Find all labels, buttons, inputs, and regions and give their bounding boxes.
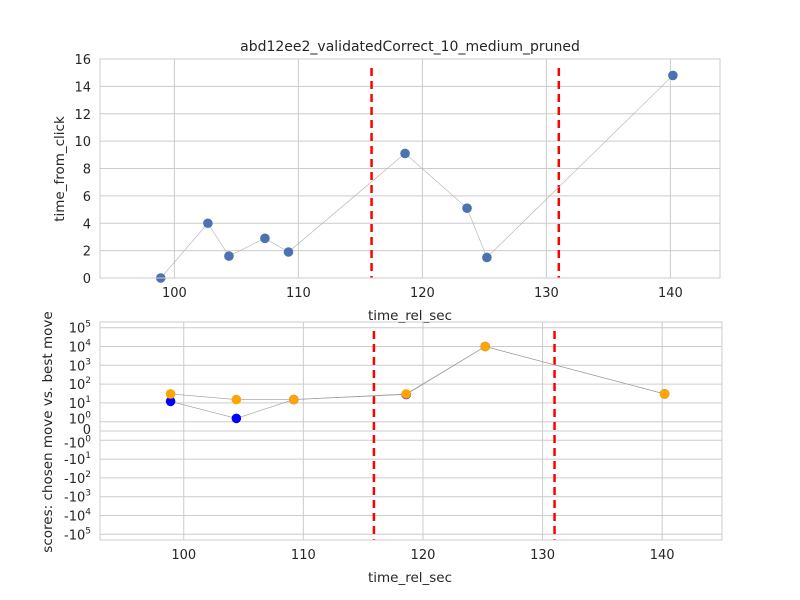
- y-tick-label: 0: [83, 423, 91, 438]
- data-point: [203, 218, 213, 229]
- x-tick-labels: 100 110 120 130 140: [171, 548, 674, 563]
- plot-frame: [99, 58, 721, 279]
- x-tick-label: 130: [534, 286, 559, 301]
- y-tick-label: 6: [83, 190, 91, 205]
- y-tick-label: 14: [74, 80, 91, 95]
- data-point: [165, 396, 176, 407]
- y-tick-label: 4: [83, 217, 91, 232]
- x-tick-label: 130: [530, 548, 555, 563]
- y-tick-label: 12: [74, 108, 91, 123]
- data-point: [400, 148, 410, 159]
- data-point: [288, 394, 299, 405]
- y-axis-label: scores: chosen move vs. best move: [40, 311, 56, 552]
- y-tick-label: 8: [83, 163, 91, 178]
- data-series: [155, 70, 678, 283]
- scores-chart: 100 110 120 130 140 -105-104 -103 -102 -101-100…: [40, 311, 723, 586]
- data-point: [668, 70, 678, 81]
- chart-title: abd12ee2_validatedCorrect_10_medium_prun…: [240, 39, 580, 55]
- data-point: [231, 394, 242, 405]
- x-axis-label: time_rel_sec: [368, 308, 452, 324]
- series-line: [170, 346, 665, 419]
- x-axis-label: time_rel_sec: [368, 570, 452, 586]
- series-line: [160, 75, 674, 279]
- data-point: [165, 389, 176, 399]
- y-tick-label: -103: [64, 489, 91, 506]
- x-tick-label: 110: [286, 286, 311, 301]
- y-tick-label: 103: [69, 357, 91, 374]
- y-tick-label: 105: [69, 320, 91, 337]
- y-tick-label: 101: [69, 395, 91, 412]
- y-tick-label: 10: [74, 135, 91, 150]
- y-tick-label: -104: [64, 508, 91, 525]
- grid: [100, 322, 722, 540]
- series-line: [170, 346, 665, 400]
- data-point: [283, 247, 294, 257]
- vertical-markers: [370, 68, 561, 278]
- data-series: [165, 341, 670, 424]
- y-tick-label: 2: [83, 245, 91, 260]
- y-tick-label: 0: [83, 272, 91, 287]
- data-point: [401, 389, 412, 399]
- grid: [100, 58, 720, 279]
- x-tick-labels: 100 110 120 130 140: [162, 286, 683, 301]
- y-tick-label: -100: [64, 434, 91, 451]
- y-tick-label: -105: [64, 526, 91, 543]
- vertical-markers: [372, 331, 556, 540]
- x-tick-label: 100: [171, 548, 196, 563]
- y-tick-label: -101: [64, 451, 91, 468]
- x-tick-label: 120: [410, 286, 435, 301]
- time-from-click-chart: abd12ee2_validatedCorrect_10_medium_prun…: [52, 39, 721, 324]
- y-tick-label: -102: [64, 470, 91, 487]
- y-axis-label: time_from_click: [52, 116, 68, 222]
- data-point: [260, 233, 270, 244]
- y-tick-label: 102: [69, 376, 91, 393]
- x-tick-label: 110: [291, 548, 316, 563]
- x-tick-label: 140: [650, 548, 675, 563]
- x-tick-label: 120: [411, 548, 436, 563]
- x-tick-label: 100: [162, 286, 187, 301]
- data-point: [482, 252, 492, 263]
- data-point: [462, 203, 472, 213]
- y-tick-labels: 0 2 4 6 8 10 12 14 16: [74, 53, 91, 287]
- data-point: [659, 389, 670, 399]
- y-tick-label: 16: [74, 53, 91, 68]
- plot-frame: [99, 321, 723, 541]
- data-point: [480, 341, 490, 352]
- y-tick-label: 104: [69, 339, 92, 356]
- data-point: [231, 413, 242, 424]
- y-tick-label: 100: [69, 411, 92, 428]
- data-point: [224, 251, 234, 261]
- x-tick-label: 140: [658, 286, 683, 301]
